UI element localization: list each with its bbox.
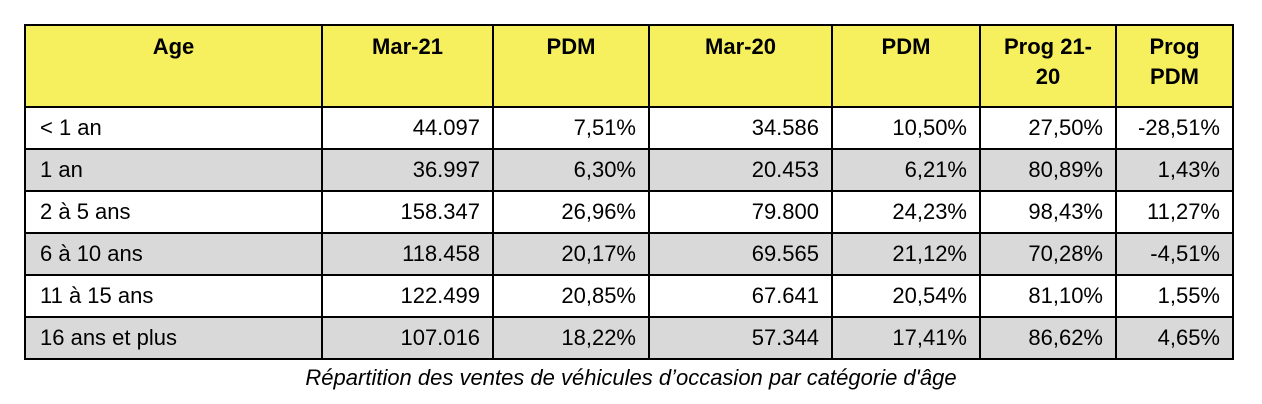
cell-progpdm: 11,27% [1115, 190, 1234, 234]
cell-progpdm: -4,51% [1115, 232, 1234, 276]
cell-progpdm: 4,65% [1115, 316, 1234, 360]
header-prog-21-20: Prog 21- 20 [979, 24, 1117, 108]
age-sales-table: Age Mar-21 PDM Mar-20 PDM Prog 21- 20 Pr… [24, 24, 1234, 360]
cell-pdm20: 24,23% [831, 190, 981, 234]
cell-mar20: 79.800 [648, 190, 833, 234]
header-mar21: Mar-21 [321, 24, 494, 108]
cell-progpdm: 1,55% [1115, 274, 1234, 318]
header-prog-line1: Prog 21- [1003, 34, 1093, 59]
cell-age: 1 an [24, 148, 323, 192]
cell-prog: 27,50% [979, 106, 1117, 150]
cell-pdm21: 6,30% [492, 148, 650, 192]
cell-mar20: 57.344 [648, 316, 833, 360]
cell-mar21: 122.499 [321, 274, 494, 318]
cell-prog: 86,62% [979, 316, 1117, 360]
table-caption: Répartition des ventes de véhicules d’oc… [305, 365, 957, 390]
cell-age: < 1 an [24, 106, 323, 150]
cell-pdm21: 18,22% [492, 316, 650, 360]
cell-mar21: 158.347 [321, 190, 494, 234]
cell-pdm20: 6,21% [831, 148, 981, 192]
cell-mar20: 67.641 [648, 274, 833, 318]
header-prog-line2: 20 [1035, 64, 1061, 89]
table-row: 1 an 36.997 6,30% 20.453 6,21% 80,89% 1,… [24, 148, 1234, 192]
header-mar20: Mar-20 [648, 24, 833, 108]
header-age: Age [24, 24, 323, 108]
cell-pdm21: 20,17% [492, 232, 650, 276]
table-row: 2 à 5 ans 158.347 26,96% 79.800 24,23% 9… [24, 190, 1234, 234]
table-header: Age Mar-21 PDM Mar-20 PDM Prog 21- 20 Pr… [24, 24, 1234, 108]
table-row: 16 ans et plus 107.016 18,22% 57.344 17,… [24, 316, 1234, 360]
cell-pdm21: 26,96% [492, 190, 650, 234]
cell-mar21: 118.458 [321, 232, 494, 276]
cell-progpdm: 1,43% [1115, 148, 1234, 192]
cell-age: 11 à 15 ans [24, 274, 323, 318]
cell-age: 6 à 10 ans [24, 232, 323, 276]
cell-mar21: 107.016 [321, 316, 494, 360]
cell-age: 16 ans et plus [24, 316, 323, 360]
cell-prog: 80,89% [979, 148, 1117, 192]
table-row: < 1 an 44.097 7,51% 34.586 10,50% 27,50%… [24, 106, 1234, 150]
header-progpdm-line2: PDM [1150, 64, 1199, 89]
table-row: 6 à 10 ans 118.458 20,17% 69.565 21,12% … [24, 232, 1234, 276]
cell-mar20: 20.453 [648, 148, 833, 192]
cell-age: 2 à 5 ans [24, 190, 323, 234]
cell-pdm20: 20,54% [831, 274, 981, 318]
cell-progpdm: -28,51% [1115, 106, 1234, 150]
table-body: < 1 an 44.097 7,51% 34.586 10,50% 27,50%… [24, 106, 1234, 360]
header-pdm-21: PDM [492, 24, 650, 108]
cell-pdm21: 20,85% [492, 274, 650, 318]
cell-pdm20: 10,50% [831, 106, 981, 150]
cell-pdm20: 17,41% [831, 316, 981, 360]
cell-mar21: 36.997 [321, 148, 494, 192]
header-pdm-20: PDM [831, 24, 981, 108]
header-prog-pdm: Prog PDM [1115, 24, 1234, 108]
cell-prog: 98,43% [979, 190, 1117, 234]
header-progpdm-line1: Prog [1149, 34, 1200, 59]
cell-pdm20: 21,12% [831, 232, 981, 276]
cell-prog: 70,28% [979, 232, 1117, 276]
cell-mar20: 69.565 [648, 232, 833, 276]
header-row: Age Mar-21 PDM Mar-20 PDM Prog 21- 20 Pr… [24, 24, 1234, 108]
table-row: 11 à 15 ans 122.499 20,85% 67.641 20,54%… [24, 274, 1234, 318]
cell-mar20: 34.586 [648, 106, 833, 150]
cell-prog: 81,10% [979, 274, 1117, 318]
cell-pdm21: 7,51% [492, 106, 650, 150]
cell-mar21: 44.097 [321, 106, 494, 150]
